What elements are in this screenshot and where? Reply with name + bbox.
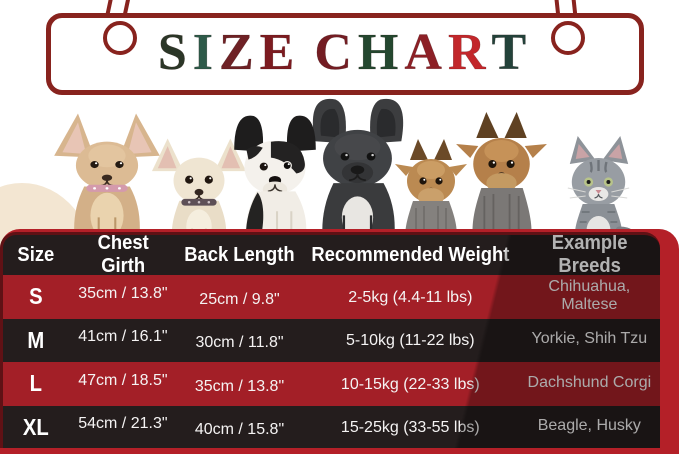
back-value: 25cm / 9.8" xyxy=(199,290,280,308)
back-value: 35cm / 13.8" xyxy=(194,377,285,395)
weight-value: 5-10kg (11-22 lbs) xyxy=(345,332,475,350)
weight-value: 2-5kg (4.4-11 lbs) xyxy=(348,288,473,306)
header-chest-girth: Chest Girth xyxy=(97,232,149,277)
size-label: L xyxy=(29,370,43,397)
size-label: XL xyxy=(22,413,49,440)
table-header-row: Size Chest Girth Back Length Recommended… xyxy=(3,232,660,277)
photo-french-bulldog-dark xyxy=(298,90,418,242)
table-row-m: M 41cm / 16.1" 30cm / 11.8" 5-10kg (11-2… xyxy=(3,319,660,363)
header-back-length: Back Length xyxy=(184,243,295,266)
header-size: Size xyxy=(17,243,55,266)
photo-chihuahua-fawn xyxy=(50,110,164,242)
back-value: 40cm / 15.8" xyxy=(194,421,285,439)
size-label: S xyxy=(29,283,43,310)
weight-value: 15-25kg (33-55 lbs) xyxy=(340,419,480,437)
size-chart-title: SIZE CHART xyxy=(157,24,533,81)
chest-value: 47cm / 18.5" xyxy=(78,371,168,389)
header-recommended-weight: Recommended Weight xyxy=(311,243,510,266)
photo-gray-kitten xyxy=(552,132,646,242)
chest-value: 41cm / 16.1" xyxy=(78,328,168,346)
hanger-ring-right-icon xyxy=(551,21,585,55)
photo-yorkshire-terrier-large xyxy=(448,106,554,242)
size-label: M xyxy=(27,326,45,353)
chest-value: 35cm / 13.8" xyxy=(78,284,168,302)
photo-french-bulldog-pied xyxy=(224,108,326,242)
breeds-value: Chihuahua, Maltese xyxy=(548,277,631,313)
table-row-xl: XL 54cm / 21.3" 40cm / 15.8" 15-25kg (33… xyxy=(3,406,660,449)
title-banner: SIZE CHART xyxy=(46,13,644,95)
breeds-value: Dachshund Corgi xyxy=(527,373,652,391)
hanger-ring-left-icon xyxy=(103,21,137,55)
weight-value: 10-15kg (22-33 lbs) xyxy=(340,375,480,393)
breeds-value: Beagle, Husky xyxy=(537,417,641,435)
table-row-s: S 35cm / 13.8" 25cm / 9.8" 2-5kg (4.4-11… xyxy=(3,275,660,319)
header-example-breeds: Example Breeds xyxy=(551,232,628,277)
size-table: Size Chest Girth Back Length Recommended… xyxy=(0,232,660,448)
table-row-l: L 47cm / 18.5" 35cm / 13.8" 10-15kg (22-… xyxy=(3,362,660,406)
back-value: 30cm / 11.8" xyxy=(195,334,284,352)
breeds-value: Yorkie, Shih Tzu xyxy=(531,330,648,348)
chest-value: 54cm / 21.3" xyxy=(78,415,168,433)
